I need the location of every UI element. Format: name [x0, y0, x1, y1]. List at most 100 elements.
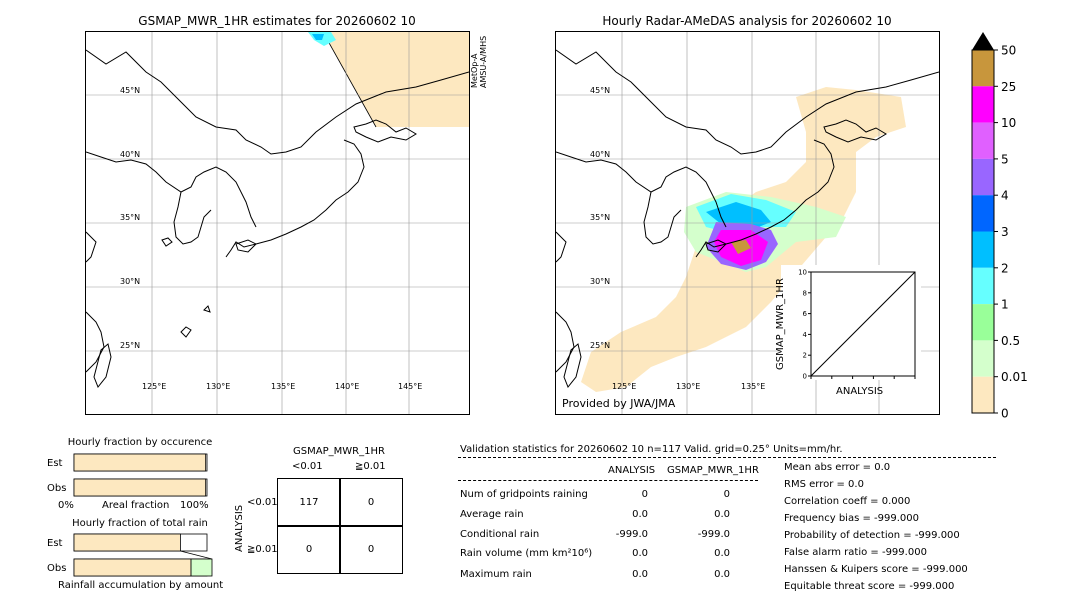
left-lat-label: 45°N — [120, 86, 141, 95]
scatter-y-tick-label: 0 — [803, 373, 807, 381]
right-lat-label: 40°N — [590, 150, 611, 159]
validation-divider — [458, 457, 996, 458]
validation-subdivider — [458, 480, 758, 481]
validation-row-analysis: 0.0 — [632, 509, 648, 520]
contingency-cell: 0 — [339, 525, 403, 574]
colorbar-label: 0.01 — [1001, 370, 1028, 384]
colorbar-label: 4 — [1001, 189, 1009, 203]
validation-row-analysis: 0.0 — [632, 548, 648, 559]
colorbar-segment — [972, 50, 994, 87]
occurrence-chart: Est Obs — [40, 450, 230, 510]
validation-row-label: Conditional rain — [460, 529, 540, 540]
colorbar-arrow — [972, 32, 994, 50]
validation-row-gsmap: 0.0 — [714, 569, 730, 580]
occ-tick-0: 0% — [58, 500, 74, 511]
scatter-y-tick-label: 8 — [803, 289, 807, 297]
total-rain-chart: Est Obs — [40, 530, 230, 582]
occurrence-title: Hourly fraction by occurence — [67, 437, 213, 448]
validation-row-analysis: 0.0 — [632, 569, 648, 580]
fraction-category-label: Obs — [47, 563, 66, 574]
contingency-cell-value: 0 — [367, 544, 375, 555]
fraction-bar — [73, 558, 192, 577]
left-lon-label: 125°E — [142, 382, 167, 391]
contingency-col-header: <0.01 — [292, 461, 323, 472]
left-map-swath — [323, 32, 469, 127]
colorbar-segment — [972, 304, 994, 341]
validation-row-analysis: -999.0 — [615, 529, 648, 540]
colorbar-segment — [972, 231, 994, 268]
scatter-ylabel: GSMAP_MWR_1HR — [775, 278, 786, 370]
sat-label-line1: MetOp-A — [470, 53, 479, 88]
validation-row-gsmap: 0 — [723, 489, 730, 500]
scatter-y-tick-label: 10 — [798, 269, 807, 277]
validation-row-analysis: 0 — [641, 489, 648, 500]
validation-row-gsmap: 0.0 — [714, 548, 730, 559]
scatter-diagonal — [810, 271, 916, 377]
left-lat-label: 35°N — [120, 213, 141, 222]
validation-row-label: Rain volume (mm km²10⁶) — [460, 548, 593, 559]
contingency-cell: 117 — [277, 478, 341, 527]
validation-row-gsmap: -999.0 — [697, 529, 730, 540]
fraction-bar-light-rain — [190, 558, 213, 577]
colorbar-label: 25 — [1001, 80, 1016, 94]
left-map-svg — [86, 32, 469, 414]
validation-row-label: Num of gridpoints raining — [460, 489, 588, 500]
right-map-panel: 45°N 40°N 35°N 30°N 25°N 125°E 130°E 135… — [555, 31, 940, 415]
fraction-category-label: Est — [47, 458, 63, 469]
score-line: Correlation coeff = 0.000 — [784, 496, 911, 507]
colorbar-segment — [972, 376, 994, 413]
colorbar: 50 25 10 5 4 3 2 1 0.5 0.01 0 — [970, 30, 1060, 421]
contingency-cell: 0 — [339, 478, 403, 527]
colorbar-svg: 50 25 10 5 4 3 2 1 0.5 0.01 0 — [971, 32, 1028, 421]
score-line: Probability of detection = -999.000 — [784, 530, 960, 541]
right-lon-label: 125°E — [612, 382, 637, 391]
contingency-cell-value: 0 — [367, 497, 375, 508]
contingency-cell: 0 — [277, 525, 341, 574]
right-lat-label: 45°N — [590, 86, 611, 95]
score-line: Frequency bias = -999.000 — [784, 513, 919, 524]
sat-label-line2: AMSU-A/MHS — [479, 35, 488, 88]
validation-col-gsmap: GSMAP_MWR_1HR — [667, 465, 759, 476]
right-lat-label: 30°N — [590, 277, 611, 286]
colorbar-label: 5 — [1001, 152, 1009, 166]
score-line: Hanssen & Kuipers score = -999.000 — [784, 564, 968, 575]
fraction-bar — [73, 453, 207, 472]
scatter-plot: 02468100246810 — [798, 269, 919, 390]
colorbar-segment — [972, 122, 994, 159]
scatter-y-tick-label: 2 — [803, 352, 807, 360]
sat-label: MetOp-A AMSU-A/MHS — [470, 36, 488, 88]
colorbar-segment — [972, 267, 994, 305]
contingency-col-header: ≧0.01 — [355, 461, 386, 472]
left-map-grid — [86, 32, 469, 414]
validation-header: Validation statistics for 20260602 10 n=… — [460, 444, 843, 455]
score-line: Mean abs error = 0.0 — [784, 462, 891, 473]
total-rain-svg: Est Obs — [47, 533, 213, 577]
provider-credit: Provided by JWA/JMA — [562, 397, 676, 410]
scatter-inset: 02468100246810 — [781, 265, 921, 390]
colorbar-segment — [972, 195, 994, 232]
right-map-svg — [556, 32, 939, 414]
right-map-coastline — [556, 49, 939, 388]
left-lat-label: 30°N — [120, 277, 141, 286]
scatter-y-tick-label: 6 — [803, 310, 808, 318]
left-lat-label: 25°N — [120, 341, 141, 350]
colorbar-label: 50 — [1001, 44, 1016, 58]
left-lon-label: 140°E — [335, 382, 360, 391]
left-lon-label: 145°E — [398, 382, 423, 391]
occurrence-svg: Est Obs — [47, 453, 208, 497]
occ-tick-mid: Areal fraction — [102, 500, 170, 511]
scatter-y-tick-label: 4 — [803, 331, 808, 339]
contingency-row-axis: ANALYSIS — [234, 504, 245, 552]
validation-row-label: Maximum rain — [460, 569, 532, 580]
occ-tick-100: 100% — [180, 500, 209, 511]
contingency-cell-value: 117 — [299, 497, 319, 508]
colorbar-label: 10 — [1001, 116, 1016, 130]
left-map-coastline — [86, 49, 469, 388]
contingency-title: GSMAP_MWR_1HR — [293, 446, 385, 457]
left-lon-label: 135°E — [271, 382, 296, 391]
fraction-connector — [180, 550, 213, 560]
right-map-title: Hourly Radar-AMeDAS analysis for 2026060… — [602, 14, 892, 28]
contingency-row-header: ≧0.01 — [247, 544, 278, 555]
colorbar-segment — [972, 158, 994, 196]
validation-row-label: Average rain — [460, 509, 524, 520]
